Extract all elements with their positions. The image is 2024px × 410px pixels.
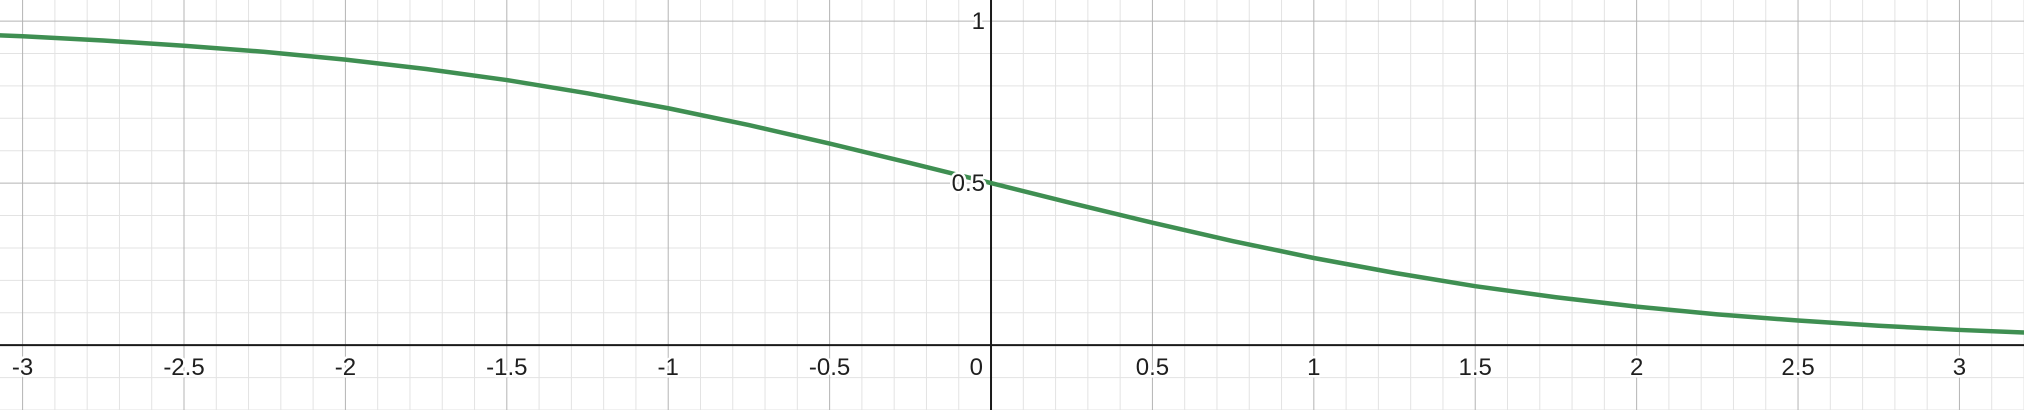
y-tick-label: 1 bbox=[972, 8, 985, 35]
x-tick-label: -1.5 bbox=[486, 354, 527, 381]
x-tick-label: -1 bbox=[658, 354, 679, 381]
x-tick-label: -2 bbox=[335, 354, 356, 381]
x-tick-label: 0.5 bbox=[1136, 354, 1169, 381]
x-tick-label: 1 bbox=[1307, 354, 1320, 381]
x-tick-label: -0.5 bbox=[809, 354, 850, 381]
x-tick-labels: -3 -2.5 -2 -1.5 -1 -0.5 0 0.5 1 1.5 2 2.5 3 bbox=[9, 352, 1968, 384]
x-tick-label: 2 bbox=[1630, 354, 1643, 381]
x-tick-label: 1.5 bbox=[1459, 354, 1492, 381]
x-tick-label: 2.5 bbox=[1781, 354, 1814, 381]
series-line-0 bbox=[0, 33, 2024, 335]
y-tick-label: 0.5 bbox=[952, 170, 985, 197]
x-tick-label: -3 bbox=[12, 354, 33, 381]
x-tick-label: -2.5 bbox=[163, 354, 204, 381]
x-tick-label: 3 bbox=[1953, 354, 1966, 381]
x-tick-label: 0 bbox=[970, 354, 983, 381]
y-tick-labels: 0.51 bbox=[949, 6, 987, 200]
series-layer bbox=[0, 33, 2024, 335]
